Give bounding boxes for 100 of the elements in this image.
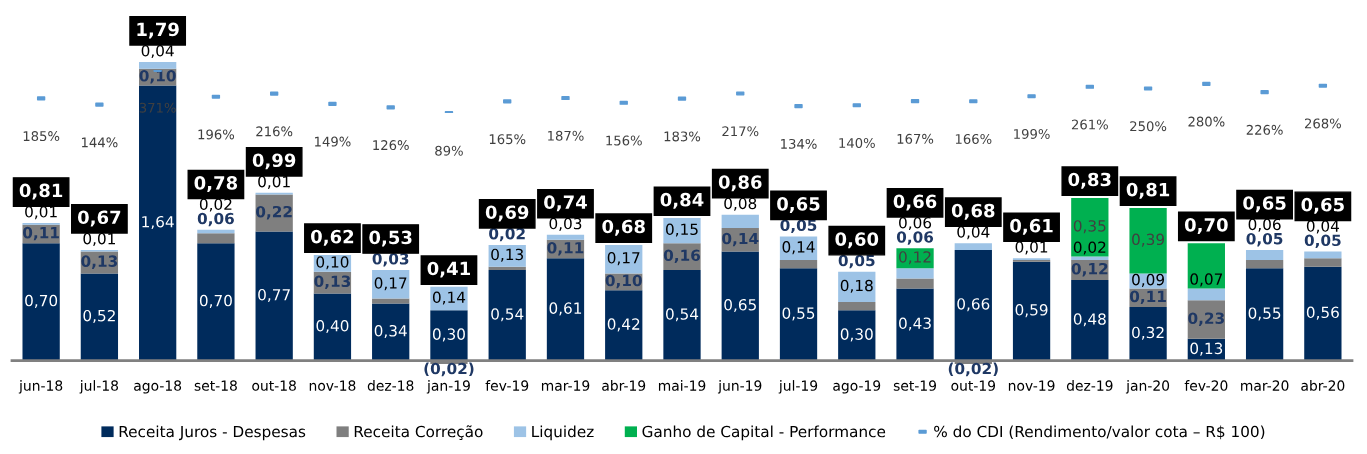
- data-label: 149%: [315, 136, 351, 147]
- data-label: 0,02: [199, 198, 232, 212]
- data-label: 0,06: [1248, 218, 1281, 232]
- data-label: 0,40: [316, 319, 349, 334]
- bar: [1245, 249, 1284, 260]
- annotation: 0,61: [1010, 218, 1053, 235]
- x-tick-label: dez-19: [1066, 380, 1113, 391]
- annotation: 0,68: [951, 203, 995, 220]
- bar: [22, 243, 60, 361]
- annotation: 0,81: [19, 183, 63, 200]
- data-label: 0,70: [199, 294, 232, 308]
- data-label: 0,17: [607, 252, 640, 266]
- data-label: 0,18: [840, 279, 873, 293]
- bar: [1245, 268, 1284, 361]
- annotation: 0,70: [1184, 218, 1228, 234]
- x-tick-label: dez-18: [367, 380, 414, 391]
- data-label: 268%: [1304, 118, 1341, 129]
- bar: [779, 259, 818, 269]
- data-label: 217%: [722, 126, 759, 137]
- annotation: 0,83: [1068, 172, 1111, 189]
- bar: [430, 310, 468, 361]
- data-label: 0,14: [782, 241, 815, 255]
- bar: [1304, 251, 1342, 259]
- bar: [139, 85, 177, 361]
- data-label: 165%: [489, 134, 526, 145]
- data-label: 226%: [1246, 124, 1283, 135]
- bar: [605, 290, 643, 361]
- data-label: 199%: [1014, 128, 1050, 139]
- data-label: 0,06: [899, 216, 932, 231]
- annotation: 0,65: [1243, 196, 1286, 213]
- data-label: 144%: [81, 137, 118, 148]
- data-label: 0,10: [316, 256, 349, 270]
- data-label: 196%: [198, 129, 235, 140]
- bar: [838, 310, 876, 361]
- data-label: 0,17: [374, 277, 407, 291]
- data-label: 0,30: [840, 328, 873, 342]
- data-label: 0,14: [432, 291, 466, 305]
- bar: [954, 243, 992, 250]
- bar: [1012, 261, 1051, 361]
- data-label: 0,10: [139, 69, 176, 84]
- bar: [1304, 266, 1342, 361]
- bar: [372, 303, 410, 361]
- data-label: 156%: [606, 135, 642, 146]
- x-tick-label: nov-19: [1008, 380, 1055, 391]
- x-tick-label: mai-19: [658, 380, 706, 391]
- legend-label: Receita Juros - Despesas: [119, 425, 306, 441]
- bar: [546, 234, 585, 240]
- x-tick-label: abr-20: [1301, 380, 1345, 391]
- annotation: 0,65: [777, 197, 820, 213]
- data-label: 134%: [781, 138, 817, 149]
- x-tick-label: jan-19: [426, 380, 470, 394]
- data-label: 1,64: [142, 215, 174, 230]
- x-tick-label: nov-18: [309, 380, 356, 391]
- data-label: 0,05: [838, 254, 875, 269]
- bar: [197, 243, 235, 361]
- legend-label: % do CDI (Rendimento/valor cota – R$ 100): [934, 425, 1265, 440]
- data-label: 0,15: [666, 223, 698, 237]
- data-label: 0,05: [780, 219, 817, 233]
- bar: [954, 249, 992, 361]
- data-label: 0,13: [1190, 342, 1223, 356]
- data-label: 0,09: [1132, 273, 1165, 287]
- data-label: 0,48: [1073, 313, 1106, 327]
- data-label: 371%: [139, 102, 176, 113]
- annotation: 0,62: [311, 229, 354, 246]
- bar: [779, 236, 818, 260]
- annotation: 0,99: [252, 153, 296, 170]
- data-label: 0,04: [141, 44, 174, 59]
- data-label: 0,54: [491, 308, 524, 322]
- x-tick-label: out-18: [252, 380, 296, 391]
- data-label: 0,14: [722, 232, 759, 247]
- legend-label: Ganho de Capital - Performance: [642, 425, 886, 441]
- bar: [372, 298, 410, 304]
- data-label: 216%: [256, 126, 293, 137]
- annotation: 0,81: [1126, 182, 1170, 199]
- data-label: 0,35: [1073, 220, 1106, 234]
- data-label: 0,13: [314, 275, 351, 290]
- bar: [197, 233, 235, 244]
- legend-label: Receita Correção: [354, 425, 483, 441]
- data-label: 0,23: [1188, 312, 1224, 326]
- annotation: 0,84: [660, 192, 704, 209]
- bar: [313, 293, 352, 361]
- data-label: 89%: [435, 145, 463, 156]
- bar: [1245, 259, 1284, 269]
- data-label: 0,43: [899, 317, 931, 331]
- x-tick-label: fev-20: [1184, 380, 1228, 391]
- data-label: 0,61: [549, 302, 582, 316]
- x-tick-label: fev-19: [485, 380, 529, 391]
- data-label: 0,32: [1132, 326, 1164, 340]
- data-label: 0,55: [1248, 307, 1281, 321]
- data-label: 0,66: [957, 298, 990, 312]
- x-tick-label: set-18: [194, 380, 237, 391]
- bar: [838, 301, 876, 311]
- text: 1,79: [137, 22, 179, 39]
- data-label: 0,54: [666, 308, 699, 322]
- annotation: 0,69: [485, 205, 529, 222]
- data-label: 0,01: [83, 232, 115, 246]
- x-tick-label: mar-20: [1241, 380, 1289, 391]
- data-label: 167%: [897, 133, 934, 144]
- x-tick-label: abr-19: [602, 380, 646, 391]
- bar: [721, 251, 759, 361]
